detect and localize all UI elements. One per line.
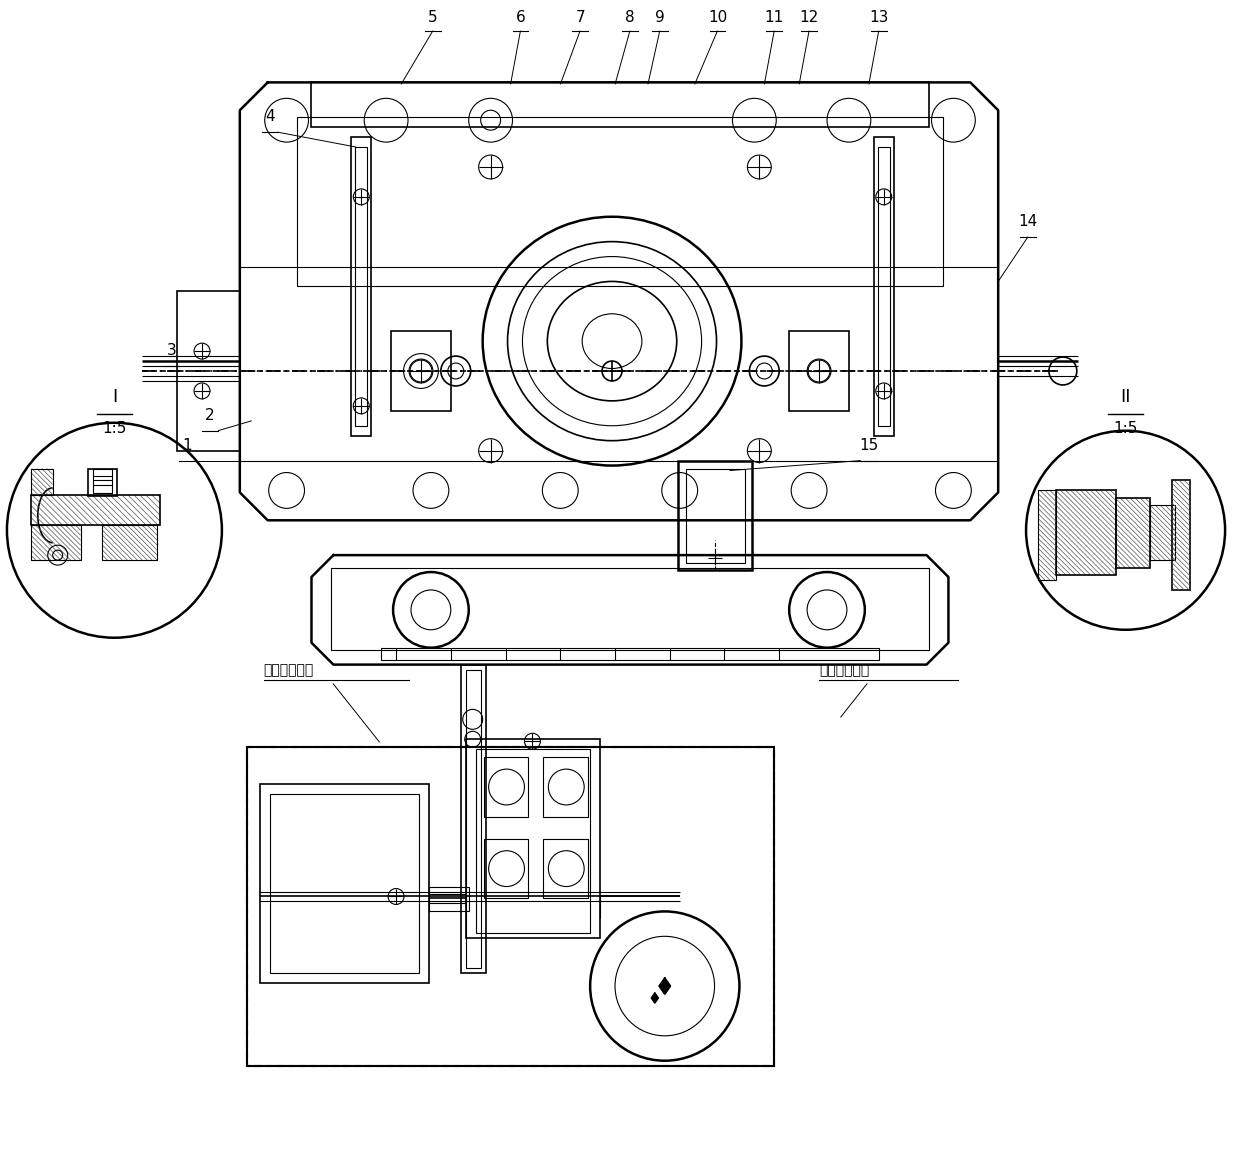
Text: 12: 12 — [800, 9, 818, 24]
Bar — [247, 747, 774, 1066]
Text: 11: 11 — [765, 9, 784, 24]
Bar — [103, 525, 157, 560]
Bar — [31, 469, 53, 496]
Text: 1:5: 1:5 — [102, 420, 126, 435]
Bar — [356, 147, 367, 426]
Text: 4: 4 — [265, 109, 274, 125]
Bar — [789, 332, 849, 411]
Bar — [466, 739, 600, 938]
Bar — [177, 291, 239, 450]
Bar — [31, 525, 81, 560]
Text: 3: 3 — [167, 343, 177, 359]
Bar — [461, 665, 486, 973]
Bar — [247, 747, 774, 1066]
Text: 精度标定部分: 精度标定部分 — [264, 663, 314, 677]
Bar — [543, 839, 588, 899]
Bar — [543, 757, 588, 817]
Bar — [311, 83, 929, 127]
Text: 2: 2 — [205, 407, 215, 423]
Bar — [1116, 498, 1151, 568]
Text: 7: 7 — [575, 9, 585, 24]
Bar — [429, 887, 469, 911]
Text: 14: 14 — [1018, 214, 1038, 228]
Bar — [1038, 490, 1056, 580]
Bar — [484, 757, 528, 817]
Text: 9: 9 — [655, 9, 665, 24]
Text: 6: 6 — [516, 9, 526, 24]
Polygon shape — [660, 978, 671, 994]
Bar — [269, 794, 419, 973]
Text: 5: 5 — [428, 9, 438, 24]
Text: 1: 1 — [182, 438, 192, 453]
Bar — [1056, 490, 1116, 575]
Bar — [88, 469, 118, 496]
Bar — [476, 750, 590, 934]
Text: II: II — [1120, 388, 1131, 406]
Bar — [331, 568, 929, 650]
Text: 负载测试部分: 负载测试部分 — [820, 663, 869, 677]
Text: 15: 15 — [859, 438, 878, 453]
Text: 8: 8 — [625, 9, 635, 24]
Bar — [296, 118, 944, 286]
Bar — [31, 496, 160, 525]
Bar — [381, 647, 879, 660]
Bar — [351, 137, 371, 435]
Bar — [1151, 505, 1176, 560]
Text: 1:5: 1:5 — [1114, 420, 1138, 435]
Bar — [466, 669, 481, 968]
Text: 10: 10 — [708, 9, 727, 24]
Bar — [874, 137, 894, 435]
Text: 13: 13 — [869, 9, 888, 24]
Bar — [259, 785, 429, 984]
Bar — [878, 147, 890, 426]
Bar — [678, 461, 753, 570]
Bar — [686, 469, 745, 563]
Bar — [391, 332, 451, 411]
Polygon shape — [651, 993, 658, 1003]
Text: I: I — [112, 388, 117, 406]
Bar — [484, 839, 528, 899]
Bar — [1172, 481, 1190, 590]
Bar — [93, 469, 113, 494]
